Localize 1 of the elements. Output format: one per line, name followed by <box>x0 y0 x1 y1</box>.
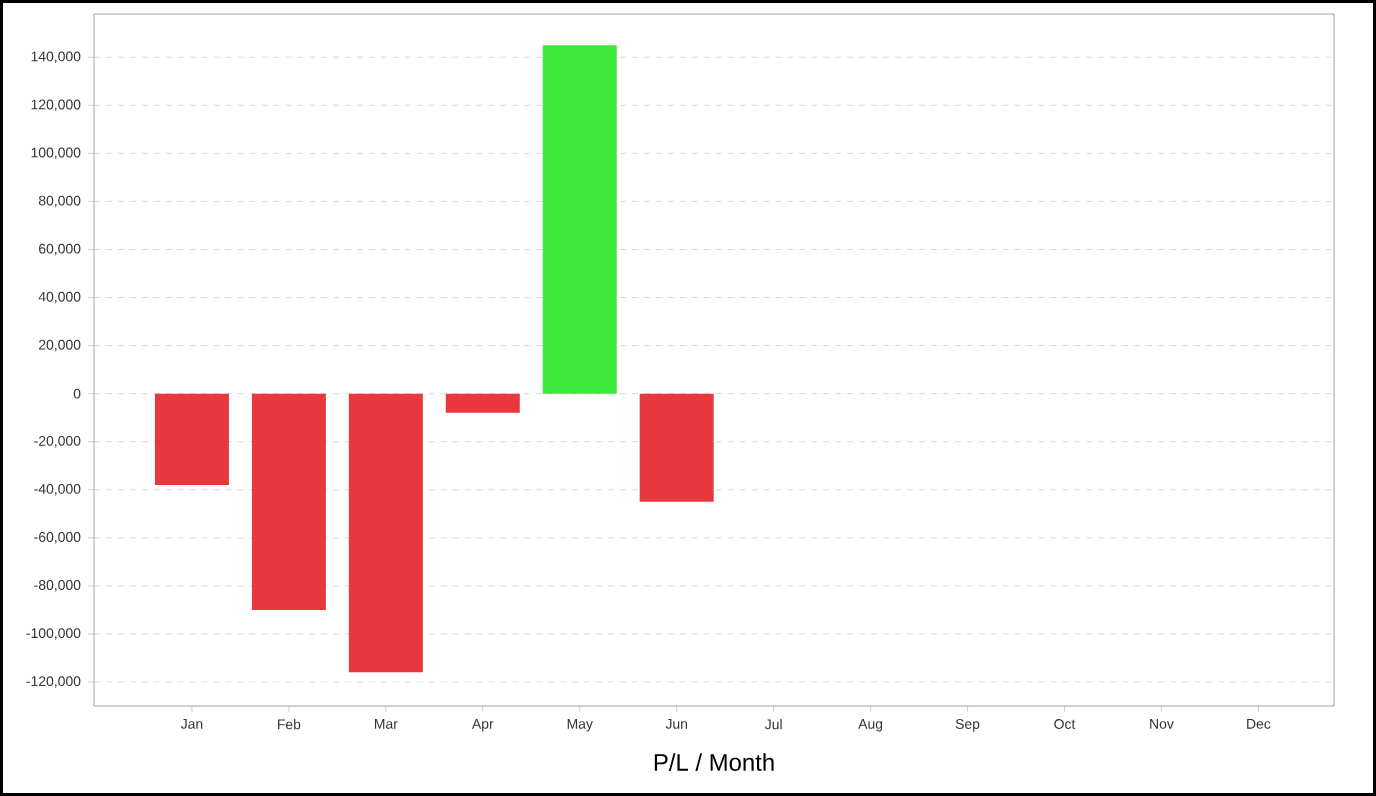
x-axis-title: P/L / Month <box>654 753 774 771</box>
